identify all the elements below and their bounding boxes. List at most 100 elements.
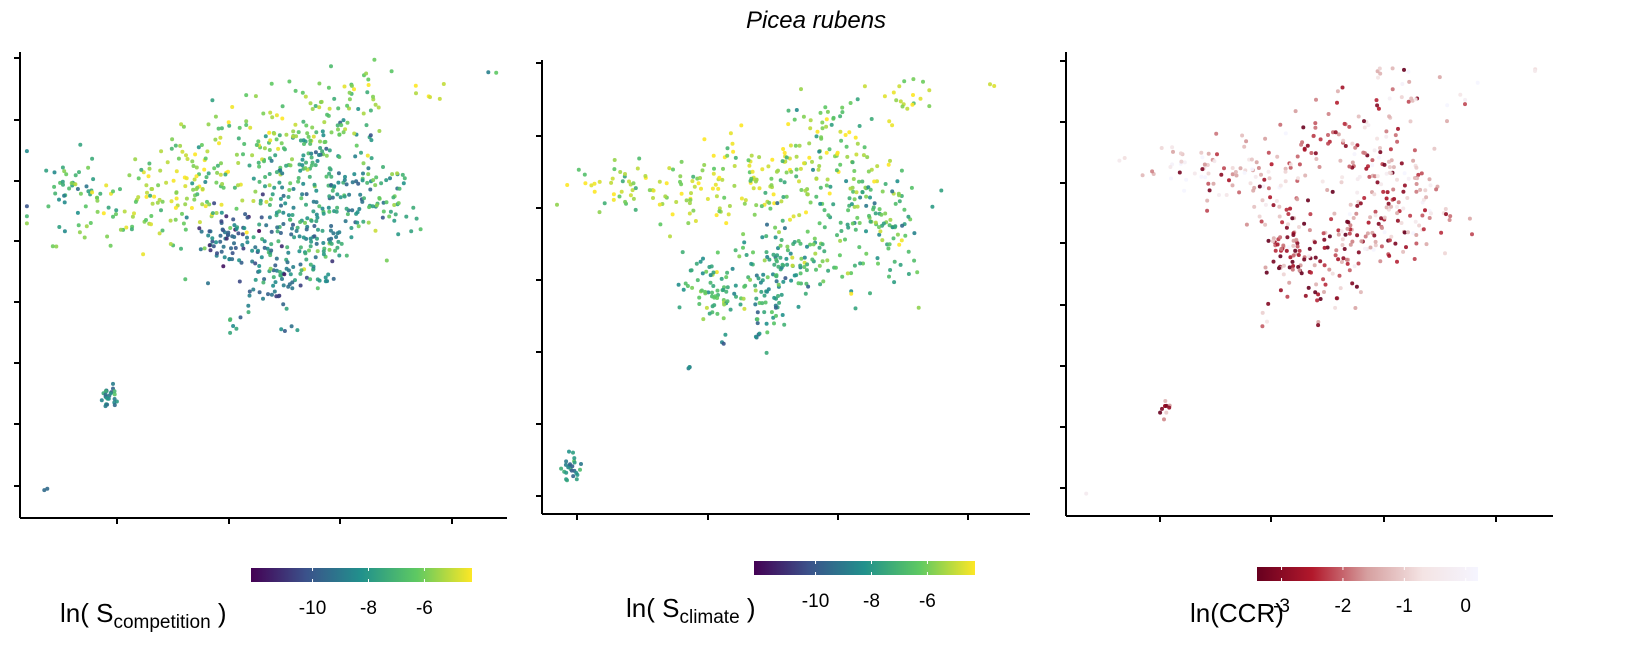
data-point — [1396, 126, 1400, 131]
data-point — [291, 222, 295, 227]
data-point — [888, 217, 893, 222]
data-point — [858, 195, 863, 200]
data-point — [267, 148, 272, 152]
data-point — [337, 230, 342, 235]
data-point — [582, 172, 587, 177]
data-point — [1427, 216, 1432, 220]
data-point — [139, 167, 144, 172]
data-point — [304, 160, 308, 165]
data-point — [292, 235, 297, 240]
data-point — [873, 220, 878, 225]
data-point — [77, 230, 82, 235]
data-point — [318, 139, 322, 144]
data-point — [232, 241, 236, 246]
data-point — [301, 235, 306, 240]
data-point — [289, 324, 294, 329]
data-point — [232, 223, 237, 228]
data-point — [112, 397, 117, 401]
data-point — [226, 169, 230, 174]
data-point — [275, 225, 280, 230]
data-point — [730, 141, 735, 146]
data-point — [1299, 271, 1304, 276]
data-point — [219, 210, 224, 215]
data-point — [75, 210, 80, 215]
data-point — [1355, 233, 1360, 238]
data-point — [1402, 230, 1407, 235]
data-point — [327, 209, 332, 214]
data-point — [710, 290, 714, 295]
data-point — [263, 184, 267, 189]
data-point — [327, 194, 332, 199]
data-point — [202, 167, 207, 172]
data-point — [152, 194, 157, 199]
data-point — [708, 280, 713, 285]
data-point — [1162, 417, 1166, 422]
data-point — [329, 64, 333, 69]
data-point — [246, 303, 251, 308]
data-point — [1237, 190, 1242, 195]
data-point — [868, 291, 872, 296]
data-point — [804, 281, 809, 286]
data-point — [817, 263, 822, 268]
data-point — [762, 258, 767, 263]
data-point — [264, 223, 269, 228]
data-point — [846, 225, 851, 230]
data-point — [178, 143, 183, 148]
data-point — [247, 163, 252, 168]
data-point — [857, 179, 861, 184]
data-point — [776, 282, 781, 287]
data-point — [260, 237, 265, 242]
data-point — [1273, 248, 1278, 253]
data-point — [806, 284, 811, 289]
data-point — [881, 221, 886, 226]
data-point — [783, 276, 788, 281]
data-point — [564, 477, 569, 482]
data-point — [1387, 238, 1392, 243]
data-point — [304, 227, 309, 232]
data-point — [1309, 151, 1314, 155]
data-point — [306, 134, 311, 139]
data-point — [1316, 292, 1321, 297]
data-point — [317, 153, 321, 157]
data-point — [678, 174, 683, 179]
data-point — [1395, 177, 1399, 182]
data-point — [1263, 202, 1268, 207]
data-point — [294, 229, 299, 233]
data-point — [708, 273, 713, 278]
data-point — [1264, 270, 1269, 275]
data-point — [810, 159, 814, 164]
data-point — [193, 152, 198, 157]
data-point — [739, 196, 744, 201]
data-point — [702, 163, 707, 167]
data-point — [776, 246, 780, 251]
data-point — [769, 310, 774, 315]
data-point — [304, 257, 309, 262]
data-point — [764, 250, 769, 255]
data-point — [310, 107, 315, 111]
data-point — [307, 174, 312, 179]
data-point — [183, 202, 188, 207]
data-point — [1470, 232, 1474, 237]
data-point — [357, 207, 362, 211]
data-point — [227, 123, 232, 128]
data-point — [1427, 177, 1432, 182]
data-point — [114, 212, 118, 217]
data-point — [312, 234, 317, 239]
data-point — [1350, 239, 1355, 244]
data-point — [1379, 216, 1384, 221]
data-point — [637, 156, 642, 161]
data-point — [814, 176, 819, 181]
data-point — [798, 263, 803, 268]
data-point — [308, 262, 313, 267]
data-point — [1287, 265, 1292, 270]
data-point — [658, 222, 663, 227]
data-point — [101, 211, 106, 216]
data-point — [1256, 166, 1261, 170]
data-point — [1240, 133, 1245, 138]
data-point — [1266, 169, 1271, 174]
data-point — [1374, 98, 1379, 103]
data-point — [728, 307, 733, 312]
data-point — [829, 122, 834, 127]
data-point — [764, 321, 769, 326]
data-point — [1184, 177, 1189, 182]
